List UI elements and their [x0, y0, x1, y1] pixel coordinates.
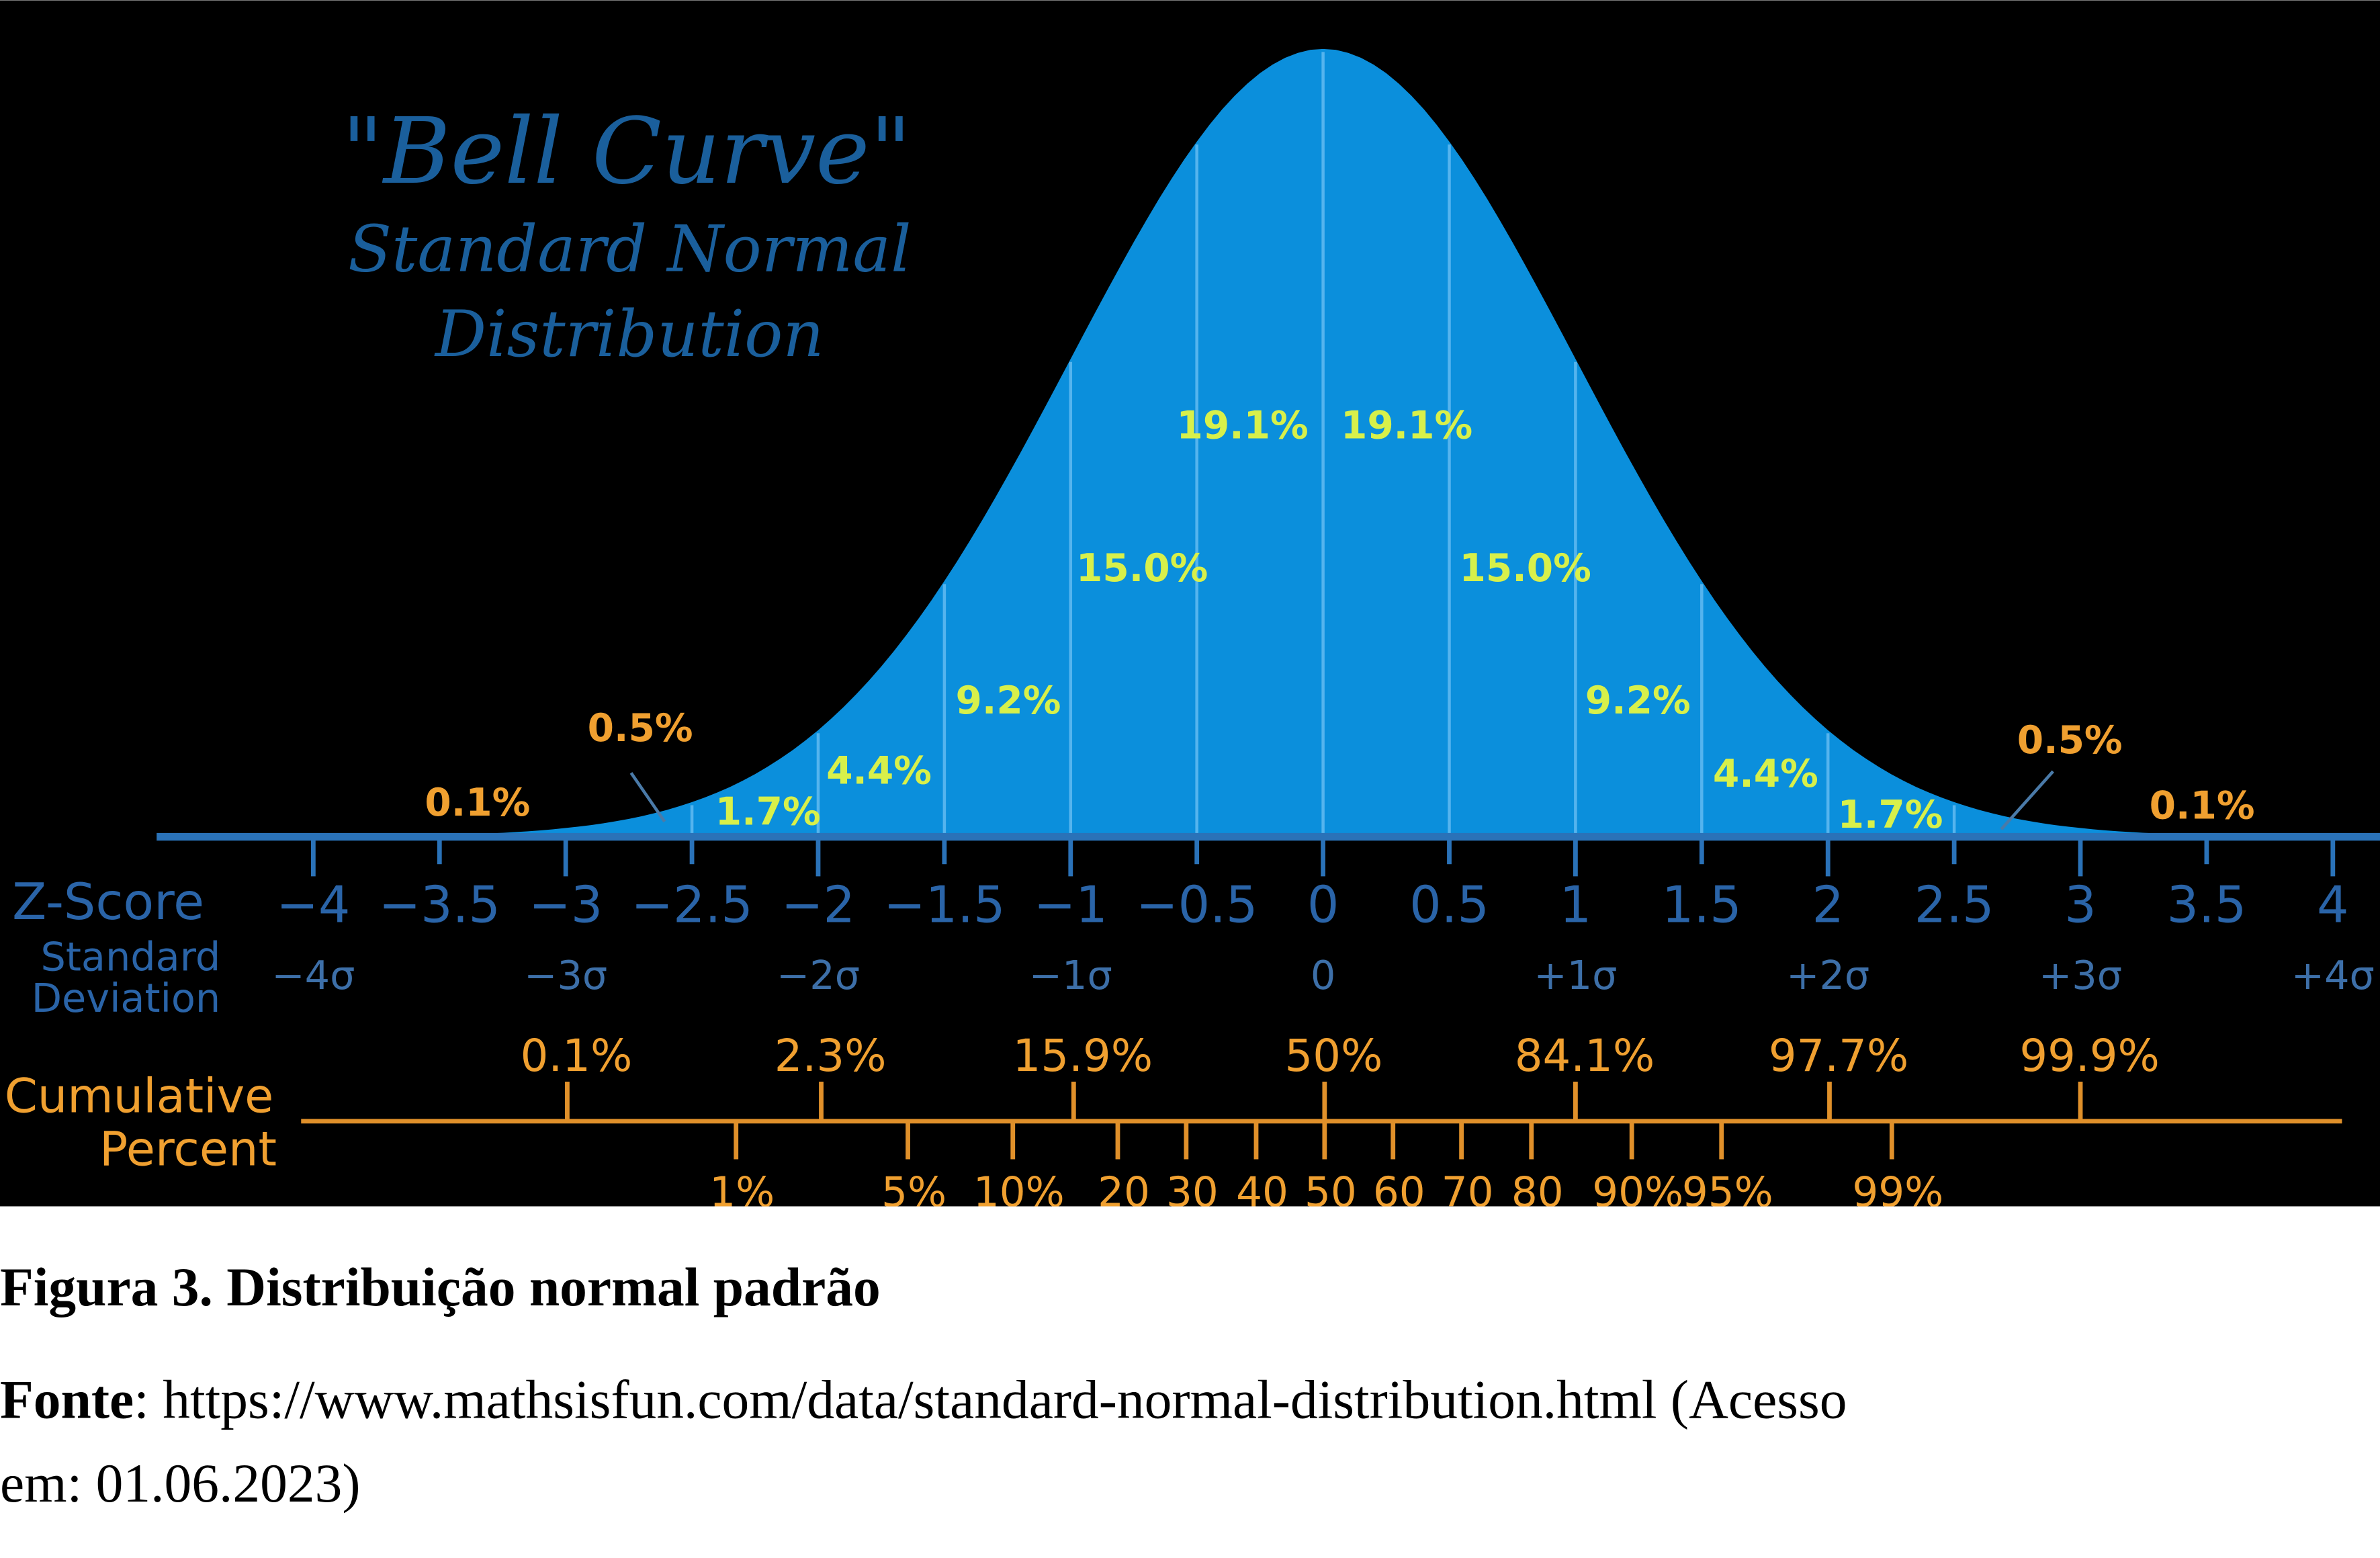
cumulative-top: 99.9%: [2019, 1031, 2160, 1082]
cumulative-top: 84.1%: [1515, 1031, 1655, 1082]
segment-label: 4.4%: [826, 748, 932, 793]
sd-value: −1σ: [1029, 952, 1112, 998]
sd-label: Deviation: [32, 975, 221, 1021]
figure-image: "Bell Curve" Standard Normal Distributio…: [0, 0, 2380, 1217]
cumulative-top: 2.3%: [775, 1031, 887, 1082]
segment-label: 9.2%: [956, 679, 1061, 723]
segment-label: 0.5%: [588, 706, 693, 750]
segment-label: 0.1%: [425, 781, 530, 825]
cumulative-label: Cumulative: [5, 1068, 274, 1123]
cumulative-bottom: 30: [1166, 1169, 1219, 1217]
bell-curve: [161, 48, 2380, 837]
segment-label: 1.7%: [1838, 793, 1943, 837]
cumulative-bottom: 50: [1305, 1169, 1357, 1217]
z-score: 3: [2064, 875, 2097, 934]
cumulative-bottom: 20: [1098, 1169, 1150, 1217]
segment-label: 1.7%: [715, 789, 821, 834]
source-label: Fonte: [0, 1369, 134, 1430]
sd-label: Standard: [40, 934, 220, 980]
sd-value: −3σ: [524, 952, 607, 998]
z-score: 1: [1560, 875, 1592, 934]
z-score: −1.5: [883, 875, 1005, 934]
figure-subtitle: Distribution: [434, 298, 824, 372]
segment-label: 4.4%: [1713, 752, 1818, 796]
cumulative-bottom: 99%: [1852, 1169, 1943, 1217]
sd-value: −2σ: [777, 952, 860, 998]
segment-label: 15.0%: [1460, 546, 1591, 591]
source-text: : https://www.mathsisfun.com/data/standa…: [134, 1369, 1847, 1430]
cumulative-bottom: 95%: [1682, 1169, 1773, 1217]
segment-label: 9.2%: [1585, 679, 1691, 723]
z-score: 3.5: [2167, 875, 2247, 934]
cumulative-top: 50%: [1284, 1031, 1382, 1082]
cumulative-bottom: 1%: [709, 1169, 775, 1217]
figure-title: "Bell Curve": [341, 99, 912, 205]
sd-value: 0: [1311, 952, 1335, 998]
cumulative-top: 15.9%: [1013, 1031, 1153, 1082]
z-score: 0.5: [1409, 875, 1489, 934]
cumulative-bottom: 90%: [1592, 1169, 1683, 1217]
cumulative-bottom: 60: [1373, 1169, 1425, 1217]
z-score: −2: [781, 875, 855, 934]
z-score: −3: [529, 875, 603, 934]
cumulative-bottom: 80: [1511, 1169, 1564, 1217]
figure-subtitle: Standard Normal: [348, 212, 911, 286]
segment-label: 0.1%: [2150, 783, 2255, 828]
pointer: [629, 772, 666, 823]
cumulative-bottom: 10%: [973, 1169, 1065, 1217]
segment-label: 15.0%: [1076, 546, 1208, 591]
z-score: −1: [1034, 875, 1108, 934]
segment-label: 0.5%: [2017, 718, 2123, 763]
cumulative-bottom: 5%: [881, 1169, 946, 1217]
z-score: −4: [276, 875, 350, 934]
cumulative-top: 0.1%: [521, 1031, 633, 1082]
sd-value: +4σ: [2291, 952, 2375, 998]
cumulative-bottom: 40: [1236, 1169, 1288, 1217]
z-score: 2.5: [1914, 875, 1994, 934]
sd-value: +1σ: [1534, 952, 1617, 998]
z-score: −2.5: [631, 875, 752, 934]
cumulative-top: 97.7%: [1769, 1031, 1909, 1082]
source: em: 01.06.2023): [0, 1453, 360, 1514]
source: Fonte: https://www.mathsisfun.com/data/s…: [0, 1369, 1847, 1430]
cumulative-bottom: 70: [1442, 1169, 1494, 1217]
z-score: 1.5: [1662, 875, 1742, 934]
z-score: 2: [1812, 875, 1844, 934]
segment-label: 19.1%: [1341, 403, 1472, 447]
sd-value: +3σ: [2039, 952, 2122, 998]
z-score: −3.5: [379, 875, 500, 934]
sd-value: +2σ: [1786, 952, 1869, 998]
cumulative-label: Percent: [99, 1122, 277, 1177]
z-score-label: Z-Score: [12, 873, 204, 931]
sd-value: −4σ: [271, 952, 355, 998]
z-score: −0.5: [1136, 875, 1258, 934]
z-score: 4: [2317, 875, 2349, 934]
caption: Figura 3. Distribuição normal padrão: [0, 1256, 881, 1317]
pointer: [2000, 770, 2054, 830]
segment-label: 19.1%: [1176, 403, 1308, 447]
z-score: 0: [1307, 875, 1339, 934]
